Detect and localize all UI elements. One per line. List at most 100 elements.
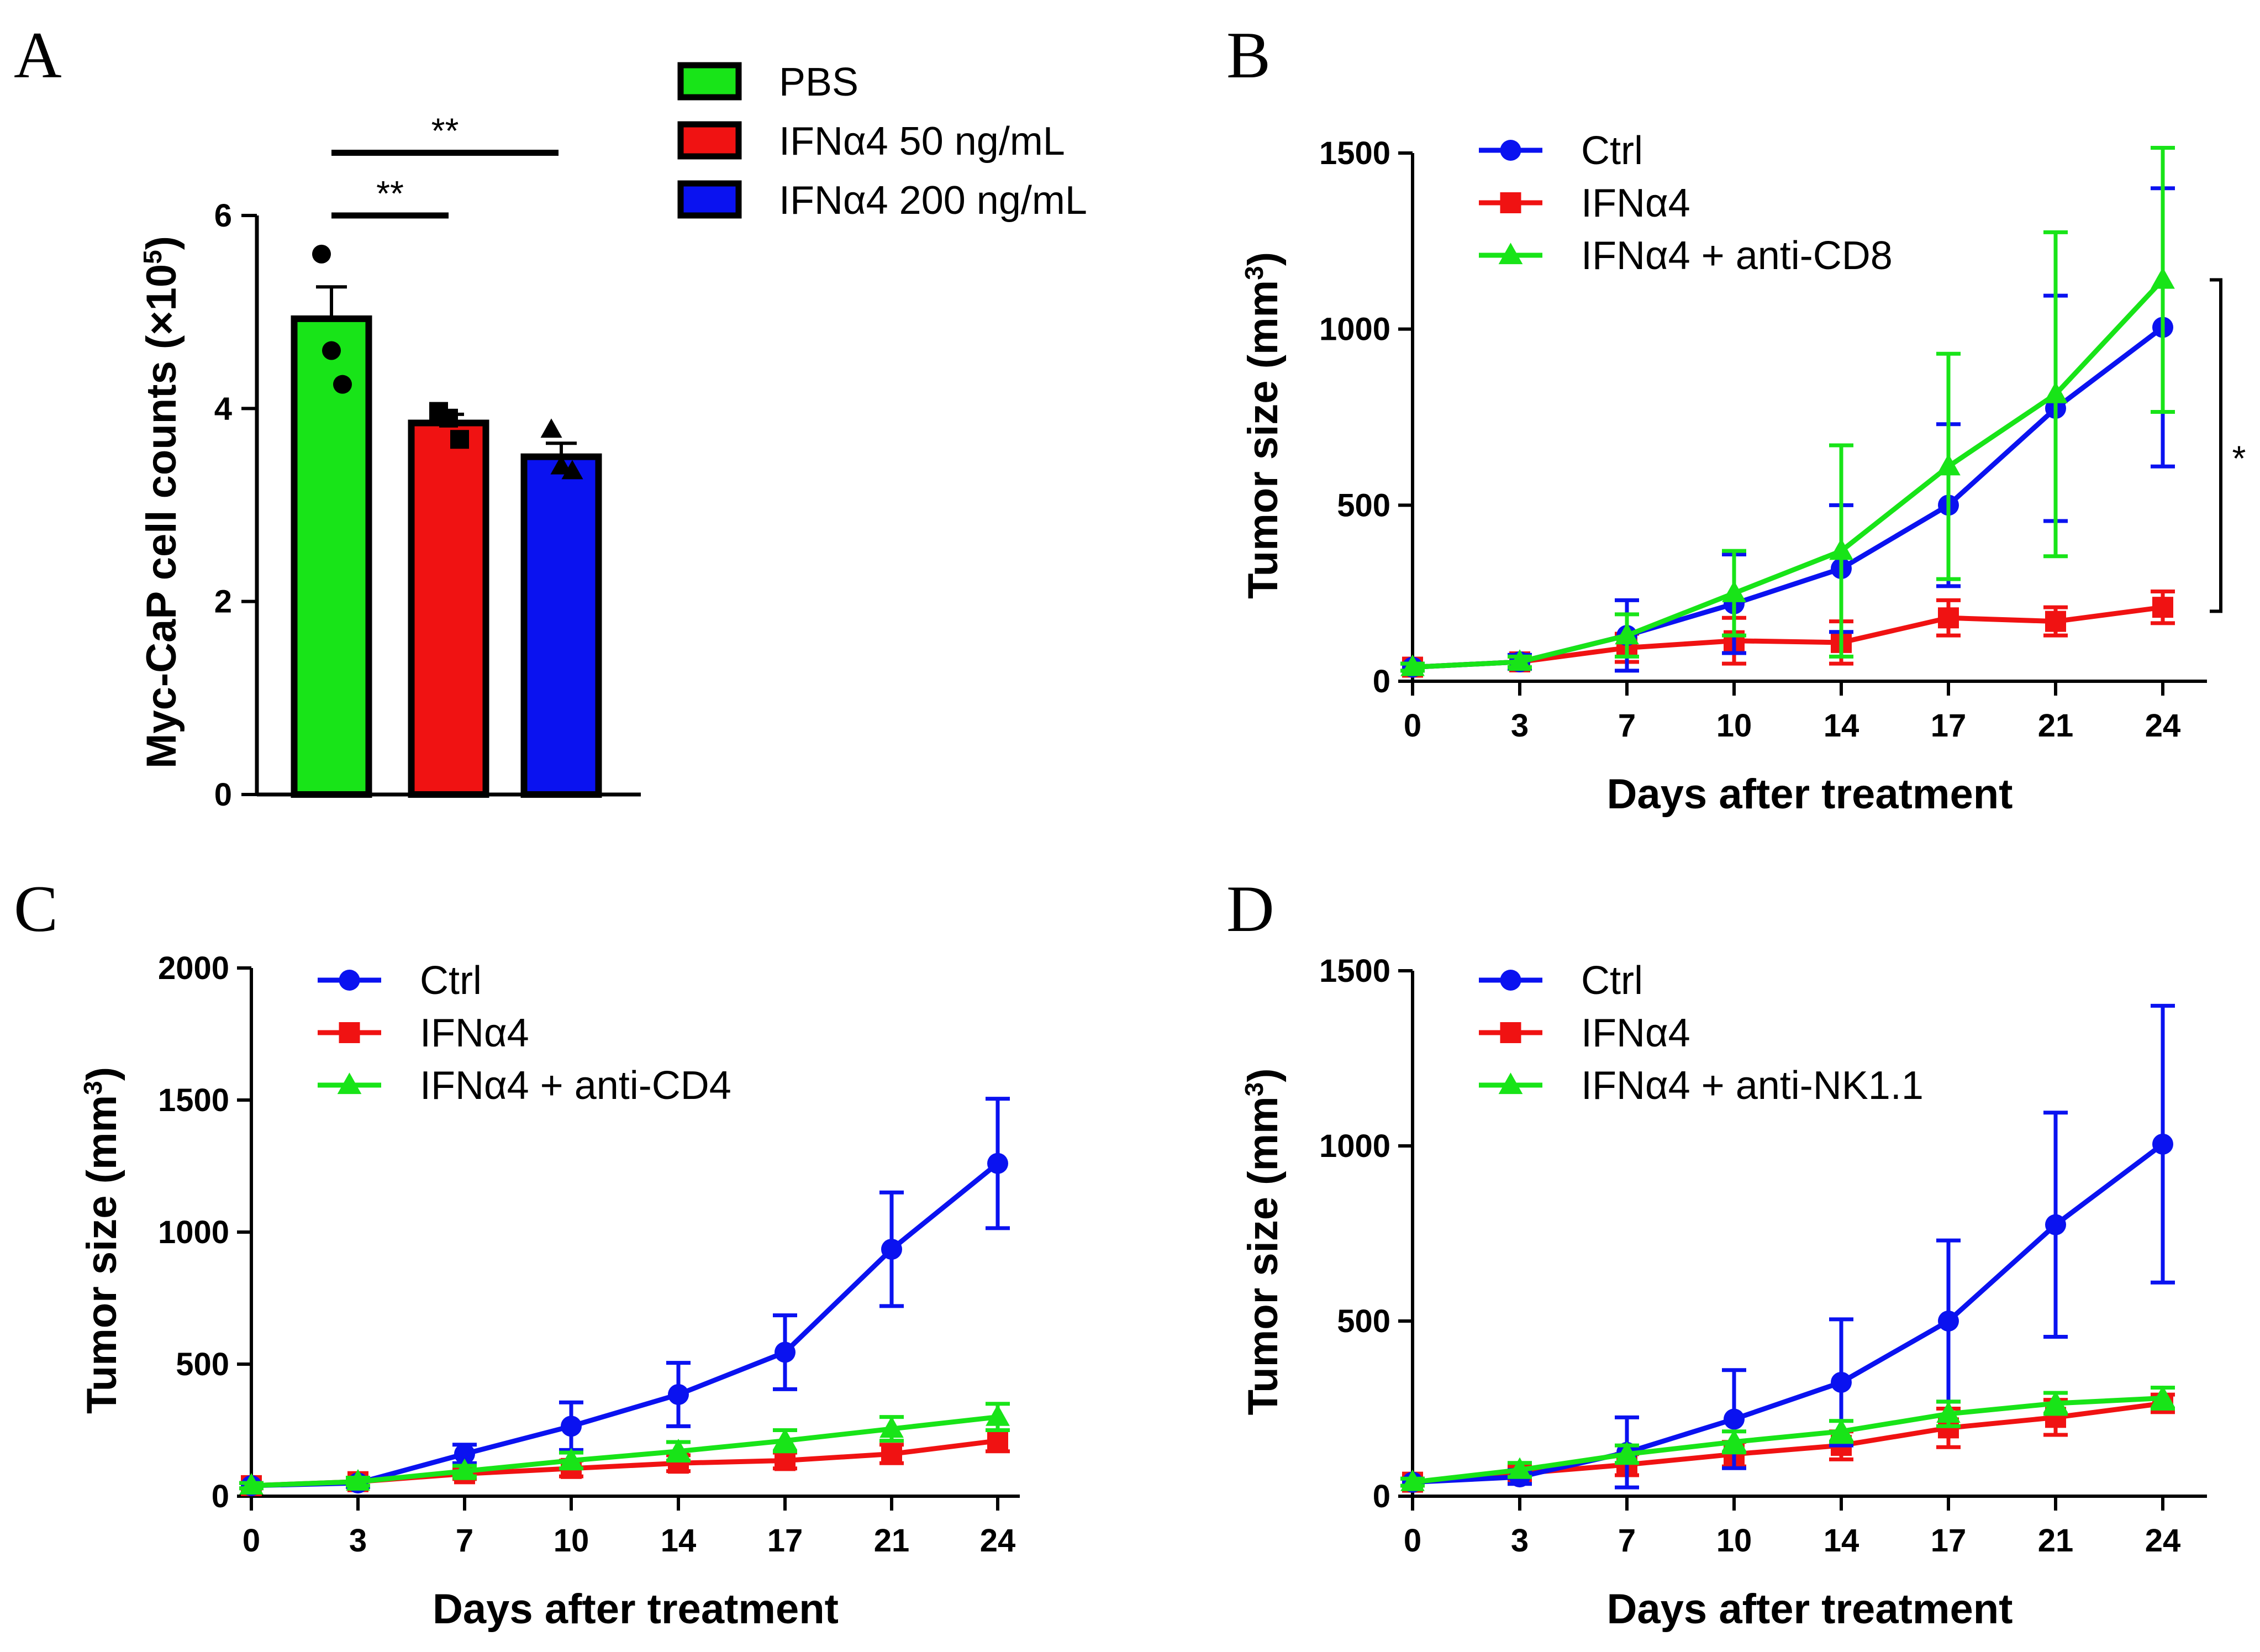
y-axis-title-close: ) [78, 1067, 125, 1081]
series-line [1412, 1395, 2163, 1485]
legend-label: IFNα4 + anti-NK1.1 [1581, 1064, 1924, 1108]
data-point [439, 408, 458, 428]
y-tick-label: 1000 [1319, 1128, 1390, 1164]
y-tick-label: 2000 [158, 950, 229, 986]
y-tick-label: 1500 [1319, 953, 1390, 989]
data-point [1938, 1311, 1959, 1332]
y-axis-title-text: Myc-CaP cell counts (×10 [138, 264, 185, 769]
panel-label-d: D [1226, 872, 1274, 945]
series-line [1412, 278, 2165, 670]
series-ifn-4-anti-cd4 [239, 1402, 1010, 1495]
data-point [881, 1239, 902, 1260]
data-point [1615, 1441, 1639, 1464]
legend-label: Ctrl [1581, 129, 1643, 173]
data-point [454, 1443, 475, 1465]
x-tick-label: 7 [1618, 1523, 1636, 1559]
legend-label: PBS [779, 60, 858, 104]
y-axis-title-sup: 3 [78, 1081, 107, 1095]
y-tick-label: 0 [214, 777, 232, 813]
y-axis-title: Tumor size (mm3) [78, 1067, 125, 1414]
panel-label-a: A [14, 18, 62, 92]
x-tick-label: 10 [1716, 1523, 1752, 1559]
x-tick-label: 21 [2038, 708, 2074, 744]
series-line [251, 1414, 998, 1488]
y-axis-title-close: ) [1240, 252, 1287, 266]
y-tick-label: 1500 [158, 1082, 229, 1118]
y-tick-label: 0 [212, 1479, 229, 1514]
y-tick-label: 4 [214, 391, 232, 427]
y-axis-title-sup: 5 [138, 250, 167, 264]
data-point [1936, 454, 1961, 476]
bar [520, 453, 602, 798]
legend-marker [1500, 970, 1521, 991]
legend-marker [1498, 243, 1523, 265]
data-point [1938, 607, 1959, 629]
x-tick-label: 17 [1931, 708, 1967, 744]
data-point [775, 1450, 796, 1471]
data-point [2043, 1391, 2068, 1413]
data-point [450, 430, 469, 449]
series-line [1412, 1142, 2164, 1485]
x-tick-label: 24 [2145, 1523, 2181, 1559]
significance-bracket [2210, 278, 2222, 613]
data-point [561, 460, 583, 480]
series-ifn-4-anti-cd8 [1400, 145, 2175, 676]
data-point [1508, 1457, 1532, 1479]
y-tick-label: 1000 [158, 1214, 229, 1250]
legend-label: IFNα4 + anti-CD8 [1581, 234, 1893, 278]
y-tick-label: 500 [1337, 487, 1390, 523]
legend-label: IFNα4 + anti-CD4 [420, 1064, 731, 1108]
data-point [2045, 611, 2066, 632]
data-point [540, 418, 562, 438]
x-tick-label: 24 [980, 1523, 1016, 1559]
data-point [2152, 597, 2173, 618]
data-point [1724, 1408, 1745, 1430]
legend-marker [339, 970, 360, 991]
data-point [346, 1469, 370, 1491]
x-axis-title: Days after treatment [1607, 1586, 2013, 1633]
significance-label: ** [376, 173, 404, 213]
panel-label-c: C [14, 872, 58, 945]
x-axis-title: Days after treatment [433, 1586, 839, 1633]
legend-label: Ctrl [1581, 959, 1643, 1003]
data-point [1722, 1429, 1746, 1451]
y-axis-title-close: ) [1240, 1068, 1287, 1082]
bar [291, 315, 372, 798]
x-tick-label: 10 [554, 1523, 589, 1559]
y-tick-label: 6 [214, 198, 232, 234]
data-point [2151, 1385, 2175, 1407]
y-axis-title-text: Tumor size (mm [1240, 1096, 1287, 1415]
legend-marker [1500, 140, 1521, 161]
legend-label: IFNα4 200 ng/mL [779, 178, 1087, 223]
data-point [1936, 1401, 1961, 1423]
y-tick-label: 500 [176, 1346, 229, 1382]
x-tick-label: 10 [1716, 708, 1752, 744]
data-point [1722, 580, 1746, 602]
y-tick-label: 1000 [1319, 312, 1390, 348]
y-axis-title-close: ) [138, 236, 185, 250]
legend-label: IFNα4 [420, 1011, 529, 1055]
x-tick-label: 7 [456, 1523, 473, 1559]
data-point [2045, 1214, 2066, 1235]
x-tick-label: 24 [2145, 708, 2181, 744]
data-point [666, 1438, 691, 1460]
data-point [1831, 1371, 1852, 1393]
x-tick-label: 14 [1824, 708, 1859, 744]
series-ifn-4-anti-nk1-1 [1400, 1385, 2175, 1491]
legend-swatch [677, 62, 742, 101]
legend-marker [339, 1022, 360, 1043]
data-point [2043, 381, 2068, 403]
y-tick-label: 500 [1337, 1303, 1390, 1339]
y-axis-title: Tumor size (mm3) [1240, 1068, 1287, 1415]
data-point [561, 1416, 582, 1437]
data-point [312, 244, 331, 264]
line-chart-anti-cd4: 0 500 1000 1500 2000 0 3 7 10 14 17 21 24 Days after … [78, 950, 1020, 1633]
x-tick-label: 3 [349, 1523, 367, 1559]
x-tick-label: 3 [1511, 1523, 1529, 1559]
significance-label: * [2232, 438, 2246, 478]
legend-marker [1500, 1022, 1521, 1043]
data-point [668, 1383, 689, 1405]
y-axis-title-text: Tumor size (mm [78, 1095, 125, 1414]
data-point [1829, 1418, 1853, 1440]
data-point [986, 1404, 1010, 1426]
